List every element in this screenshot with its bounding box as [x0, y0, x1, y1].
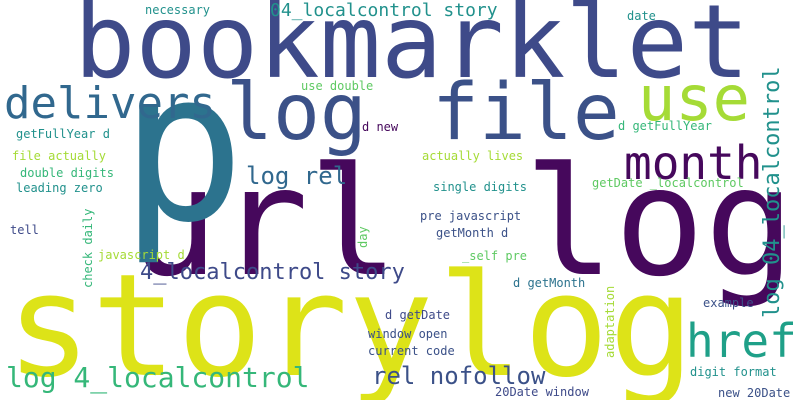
- word-file: file: [432, 68, 620, 158]
- word-log-rel: log rel: [246, 162, 348, 190]
- word-window-open: window open: [368, 327, 448, 341]
- word-log-04-localcontrol: log 04_localcontrol: [760, 66, 785, 318]
- word-log-4-localcontrol: log 4_localcontrol: [6, 361, 310, 394]
- word-p: p: [120, 27, 246, 269]
- word-getfullyear-d: getFullYear d: [16, 127, 110, 141]
- word-pre-javascript: pre javascript: [420, 209, 522, 223]
- word-javascript-d: javascript d: [98, 248, 185, 262]
- word-actually-lives: actually lives: [422, 149, 524, 163]
- word-story: story: [6, 244, 434, 400]
- word-date: date: [627, 9, 656, 23]
- word-04-localcontrol-story: 04_localcontrol story: [270, 0, 498, 21]
- word-log-large: log: [524, 136, 795, 310]
- word-new-20date: new 20Date: [718, 386, 791, 400]
- word-20date-window: 20Date window: [495, 385, 589, 399]
- word-self-pre: _self pre: [462, 249, 528, 263]
- word-delivers: delivers: [4, 78, 216, 129]
- word-d-new: d new: [362, 120, 399, 134]
- word-month: month: [624, 136, 763, 190]
- word-url: url: [128, 136, 399, 310]
- word-leading-zero: leading zero: [16, 181, 103, 195]
- word-getdate-localcontrol: getDate _localcontrol: [592, 176, 744, 190]
- word-single-digits: single digits: [433, 180, 527, 194]
- word-log-blue: log: [226, 68, 367, 158]
- word-adaptation: adaptation: [603, 285, 617, 358]
- word-d-getfullyear: d getFullYear: [618, 119, 712, 133]
- word-d-getdate: d getDate: [385, 308, 451, 322]
- word-double-digits: double digits: [20, 166, 114, 180]
- word-d-getmonth: d getMonth: [513, 276, 586, 290]
- word-4-localcontrol-story: 4_localcontrol story: [140, 260, 405, 285]
- word-use: use: [638, 62, 750, 135]
- word-getmonth-d: getMonth d: [436, 226, 509, 240]
- word-rel-nofollow: rel nofollow: [372, 362, 546, 390]
- word-use-double: use double: [301, 79, 374, 93]
- word-log-yellow: log: [438, 244, 695, 400]
- word-example: example: [703, 296, 754, 310]
- word-current-code: current code: [368, 344, 455, 358]
- word-necessary: necessary: [145, 3, 211, 17]
- word-bookmarklet: bookmarklet: [74, 0, 750, 102]
- word-file-actually: file actually: [12, 149, 106, 163]
- word-digit-format: digit format: [690, 365, 777, 379]
- word-href: href: [686, 314, 797, 368]
- word-day: day: [356, 226, 370, 248]
- word-tell: tell: [10, 223, 39, 237]
- word-check-daily: check daily: [81, 208, 95, 288]
